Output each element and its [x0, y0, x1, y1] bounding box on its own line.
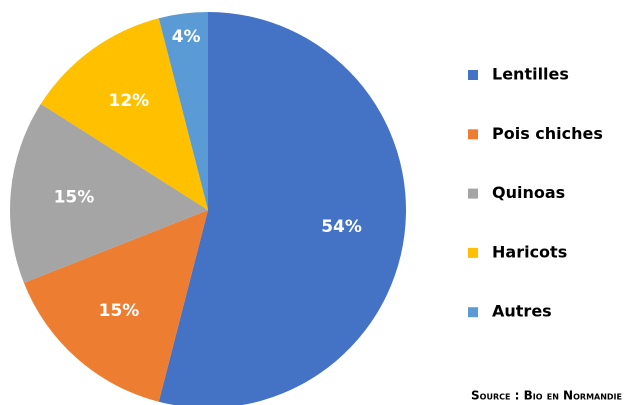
legend-swatch — [468, 70, 478, 80]
data-label: 15% — [54, 187, 95, 207]
pie-slice — [40, 18, 208, 210]
legend-label: Pois chiches — [492, 124, 603, 143]
pie-slice — [158, 12, 208, 210]
pie-slice — [9, 103, 208, 283]
pie-slice — [158, 12, 406, 405]
legend-swatch — [468, 188, 478, 199]
legend-swatch — [468, 247, 478, 258]
data-label: 12% — [109, 91, 150, 111]
legend-label: Haricots — [492, 242, 567, 261]
legend-label: Quinoas — [492, 183, 565, 202]
legend-label: Lentilles — [492, 65, 569, 84]
pie-slice — [23, 210, 209, 402]
data-label: 54% — [321, 217, 362, 237]
legend-label: Autres — [492, 302, 552, 321]
source: Source : Bio en Normandie — [471, 389, 622, 403]
legend-swatch — [468, 307, 478, 318]
data-label: 4% — [172, 27, 201, 47]
data-label: 15% — [99, 301, 140, 321]
legend-swatch — [468, 129, 478, 140]
